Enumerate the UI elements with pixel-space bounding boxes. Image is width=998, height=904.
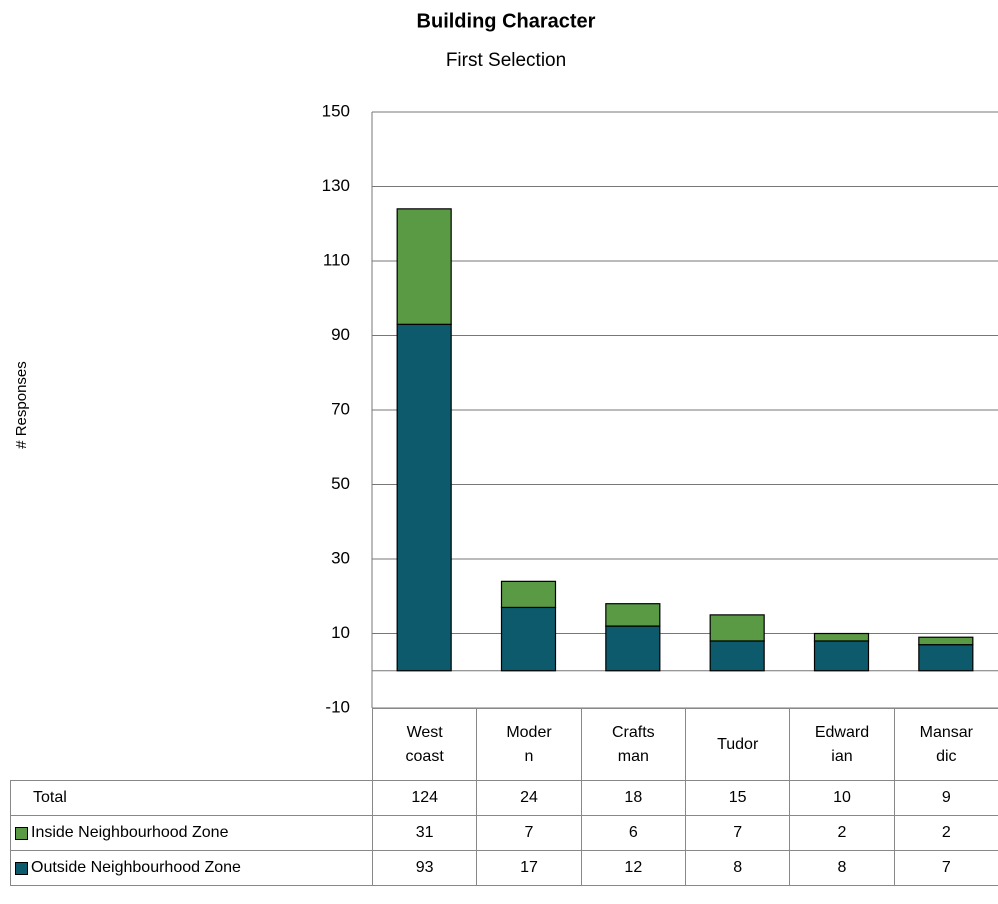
table-value: 31 [372, 815, 478, 851]
bar-segment [605, 625, 661, 672]
bar-segment [813, 640, 870, 672]
legend-key [15, 826, 28, 840]
y-axis-label: # Responses [13, 361, 30, 449]
table-value: 6 [580, 815, 686, 851]
bar-segment [709, 614, 765, 642]
chart-subtitle: First Selection [446, 50, 566, 71]
y-tick-label: 90 [331, 325, 350, 344]
total-value: 124 [372, 780, 478, 816]
y-tick-label: 150 [322, 101, 350, 120]
legend-key [15, 861, 28, 875]
category-label: Moder n [476, 708, 582, 781]
y-tick-label: 130 [322, 176, 350, 195]
table-value: 2 [789, 815, 895, 851]
total-value: 10 [789, 780, 895, 816]
category-label: Mansar dic [893, 708, 998, 781]
table-value: 93 [372, 850, 478, 886]
legend-entry: Inside Neighbourhood Zone [10, 815, 373, 851]
total-value: 9 [893, 780, 998, 816]
table-value: 2 [893, 815, 998, 851]
total-value: 18 [580, 780, 686, 816]
y-tick-label: -10 [325, 697, 350, 716]
category-label: Crafts man [580, 708, 686, 781]
y-tick-label: 10 [331, 623, 350, 642]
total-value: 15 [685, 780, 791, 816]
bar-segment [709, 640, 765, 672]
bar-segment [396, 323, 452, 672]
y-tick-label: 70 [331, 399, 350, 418]
legend-entry: Outside Neighbourhood Zone [10, 850, 373, 886]
table-value: 8 [685, 850, 791, 886]
bar-segment [813, 632, 870, 642]
category-label: Tudor [685, 708, 791, 781]
bar-segment [605, 603, 661, 627]
table-value: 7 [685, 815, 791, 851]
y-tick-label: 110 [323, 250, 350, 269]
bar-segment [396, 208, 452, 325]
chart-title: Building Character [417, 10, 596, 32]
row-header: Total [10, 780, 373, 816]
legend-label: Outside Neighbourhood Zone [31, 859, 241, 876]
bar-segment [918, 644, 974, 672]
y-tick-label: 30 [331, 548, 350, 567]
table-value: 8 [789, 850, 895, 886]
bar-segment [500, 580, 557, 609]
table-value: 7 [476, 815, 582, 851]
bar-segment [500, 606, 557, 672]
y-tick-label: 50 [331, 474, 350, 493]
table-value: 7 [893, 850, 998, 886]
total-value: 24 [476, 780, 582, 816]
category-label: West coast [372, 708, 478, 781]
table-value: 17 [476, 850, 582, 886]
table-value: 12 [580, 850, 686, 886]
row-header-text: Total [33, 789, 67, 806]
category-label: Edward ian [789, 708, 895, 781]
legend-label: Inside Neighbourhood Zone [31, 824, 229, 841]
bar-segment [918, 636, 974, 646]
